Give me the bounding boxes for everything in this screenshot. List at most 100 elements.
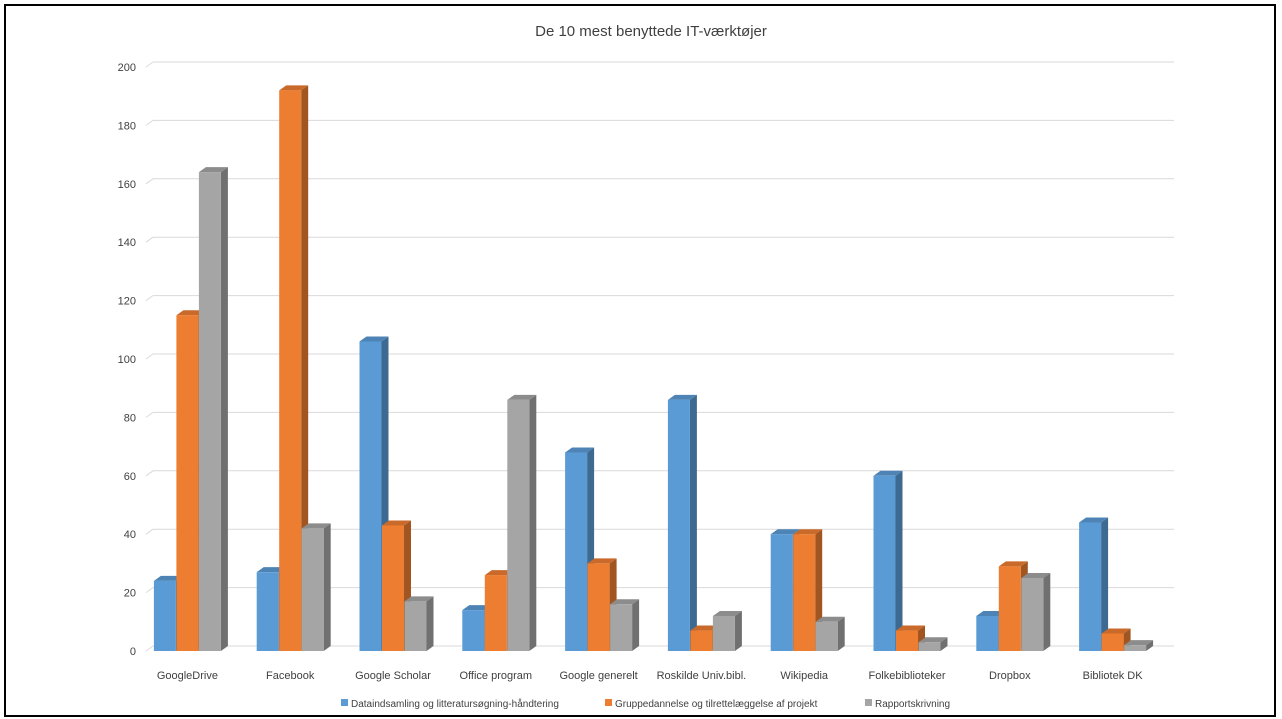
bar <box>1079 517 1109 651</box>
bar-front <box>976 615 999 651</box>
bar-top <box>1021 573 1051 578</box>
gridline-depth <box>145 61 154 68</box>
bar <box>279 85 309 652</box>
gridline-depth <box>145 119 154 126</box>
bar-top <box>404 596 434 602</box>
y-tick-label: 140 <box>118 237 136 249</box>
bar-top <box>610 599 640 605</box>
bars <box>153 85 1154 652</box>
bar <box>404 596 434 651</box>
gridline-depth <box>145 587 154 594</box>
x-tick-label: Roskilde Univ.bibl. <box>657 670 747 682</box>
bar-front <box>690 630 713 651</box>
bar <box>667 394 697 651</box>
chart-svg: De 10 mest benyttede IT-værktøjer 0 20 40 6… <box>118 23 1174 710</box>
bar-front <box>153 580 176 651</box>
bar-front <box>896 630 918 651</box>
x-tick-label: GoogleDrive <box>157 670 218 682</box>
x-tick-label: Google generelt <box>559 670 637 682</box>
bar-front <box>404 601 427 651</box>
bar-top <box>565 447 595 453</box>
x-tick-label: Wikipedia <box>780 670 829 682</box>
chart-frame: De 10 mest benyttede IT-værktøjer 0 20 40 6… <box>4 4 1276 717</box>
bar-front <box>667 399 690 651</box>
x-tick-label: Google Scholar <box>355 670 431 682</box>
gridline-depth <box>145 178 154 185</box>
bar-side <box>632 599 640 651</box>
bar-side <box>1043 573 1051 651</box>
bar-front <box>998 566 1021 651</box>
bar-top <box>507 394 537 400</box>
gridline-depth <box>145 353 154 360</box>
bar-front <box>301 528 324 651</box>
legend-swatch <box>865 699 872 706</box>
bar-side <box>1101 517 1109 651</box>
legend-swatch <box>605 699 612 706</box>
bar-front <box>565 452 588 651</box>
bar-top <box>279 85 309 91</box>
chart-title: De 10 mest benyttede IT-værktøjer <box>535 23 767 40</box>
bar-top <box>153 575 183 581</box>
bar-side <box>940 637 948 651</box>
bar-front <box>359 341 382 651</box>
bar-side <box>689 394 697 651</box>
bar-side <box>895 470 903 651</box>
bar-front <box>507 399 530 651</box>
bar-top <box>918 637 948 643</box>
gridline-depth <box>145 411 154 418</box>
bar <box>712 610 742 651</box>
bar-top <box>998 561 1028 567</box>
gridline-depth <box>145 236 154 243</box>
bar-front <box>712 615 735 651</box>
bar-top <box>587 558 617 564</box>
bar-top <box>815 616 845 622</box>
bar <box>1124 640 1154 651</box>
x-tick-label: Bibliotek DK <box>1083 670 1144 682</box>
bar-front <box>484 575 507 651</box>
bar-top <box>712 610 742 616</box>
bar-front <box>279 90 302 652</box>
bar-top <box>1124 640 1154 646</box>
legend-item: Rapportskrivning <box>865 699 950 710</box>
bar <box>507 394 537 651</box>
y-axis: 0 20 40 60 80 100 120 140 160 180 200 <box>118 62 136 658</box>
bar-top <box>1101 628 1131 634</box>
bar-side <box>837 616 845 651</box>
bar-top <box>484 570 514 576</box>
bar-side <box>1146 640 1154 651</box>
legend-label: Dataindsamling og litteratursøgning-hånd… <box>351 698 559 710</box>
bar-top <box>256 567 286 573</box>
bar-front <box>1079 522 1102 651</box>
gridline-depth <box>145 528 154 535</box>
legend-item: Dataindsamling og litteratursøgning-hånd… <box>341 698 559 710</box>
bar-side <box>426 596 434 651</box>
y-tick-label: 180 <box>118 120 136 132</box>
bar-side <box>301 85 309 652</box>
bar-front <box>610 604 633 651</box>
bar-front <box>770 534 793 651</box>
bar-top <box>301 523 331 529</box>
bar <box>918 637 948 651</box>
bar-top <box>462 605 492 611</box>
bar-top <box>1079 517 1109 523</box>
bar-top <box>667 394 697 400</box>
bar-front <box>793 534 816 651</box>
y-tick-label: 80 <box>124 412 136 424</box>
bar-front <box>1021 578 1044 651</box>
bar-front <box>1101 633 1124 651</box>
y-tick-label: 40 <box>124 529 136 541</box>
bar-top <box>896 625 925 631</box>
legend: Dataindsamling og litteratursøgning-hånd… <box>341 698 950 710</box>
bar-front <box>382 525 404 651</box>
bar <box>301 523 331 651</box>
bar-top <box>873 470 903 476</box>
gridline-depth <box>145 470 154 477</box>
bar-side <box>323 523 331 651</box>
y-tick-label: 200 <box>118 62 136 74</box>
bar-top <box>690 625 720 631</box>
legend-label: Rapportskrivning <box>875 699 950 710</box>
bar <box>198 167 228 651</box>
bar-top <box>793 529 823 535</box>
legend-item: Gruppedannelse og tilrettelæggelse af pr… <box>605 699 818 710</box>
bar-side <box>220 167 228 651</box>
